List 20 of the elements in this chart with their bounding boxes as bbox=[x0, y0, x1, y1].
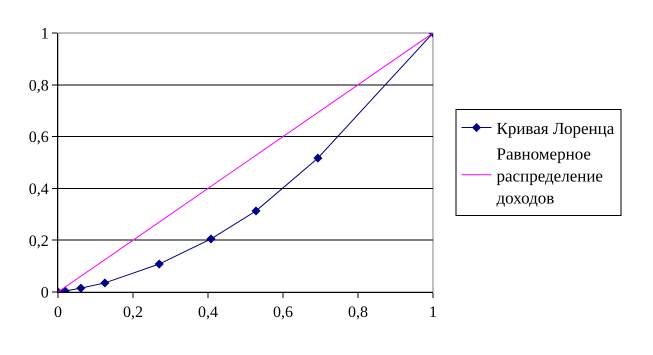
point bbox=[206, 234, 216, 244]
legend-label: Равномерное распределение доходов bbox=[496, 144, 603, 208]
x-tick-label: 1 bbox=[429, 304, 437, 322]
point bbox=[100, 278, 110, 288]
point bbox=[251, 206, 261, 216]
y-tick-label: 0,4 bbox=[28, 181, 49, 198]
y-tick-label: 1 bbox=[40, 26, 49, 43]
point bbox=[313, 154, 322, 163]
legend-label: Кривая Лоренца bbox=[496, 119, 615, 138]
point bbox=[76, 284, 86, 292]
x-tick-label: 0,4 bbox=[198, 304, 218, 322]
x-tick-label: 0 bbox=[54, 304, 62, 322]
point bbox=[154, 259, 164, 269]
x-tick-label: 0,8 bbox=[348, 304, 368, 322]
x-tick-label: 0,2 bbox=[123, 304, 143, 322]
y-tick-label: 0,6 bbox=[28, 129, 49, 146]
y-tick-label: 0,8 bbox=[28, 77, 49, 94]
y-tick-label: 0 bbox=[40, 284, 49, 302]
y-tick-label: 0,2 bbox=[28, 232, 49, 250]
x-tick-label: 0,6 bbox=[273, 304, 293, 322]
